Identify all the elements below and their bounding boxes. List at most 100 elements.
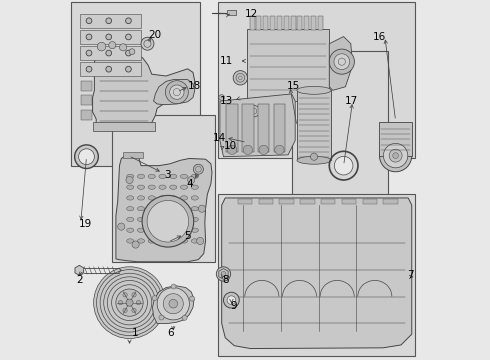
Ellipse shape	[126, 174, 134, 179]
Ellipse shape	[170, 228, 177, 232]
Circle shape	[94, 267, 166, 338]
Text: 19: 19	[79, 219, 92, 229]
Bar	[274, 104, 285, 152]
Circle shape	[125, 66, 131, 72]
Circle shape	[86, 34, 92, 40]
Circle shape	[123, 308, 127, 312]
Circle shape	[118, 223, 125, 230]
Bar	[363, 199, 377, 204]
Circle shape	[163, 294, 183, 314]
Ellipse shape	[180, 174, 188, 179]
Ellipse shape	[126, 207, 134, 211]
Ellipse shape	[137, 196, 145, 200]
Ellipse shape	[180, 239, 188, 243]
Circle shape	[86, 50, 92, 56]
Ellipse shape	[191, 174, 198, 179]
Polygon shape	[221, 198, 412, 348]
Text: 13: 13	[220, 96, 233, 106]
Circle shape	[248, 105, 260, 117]
Ellipse shape	[159, 228, 166, 232]
Ellipse shape	[191, 217, 198, 222]
Circle shape	[120, 44, 126, 51]
Circle shape	[182, 315, 187, 320]
Circle shape	[379, 139, 412, 172]
Bar	[263, 16, 269, 30]
Ellipse shape	[170, 217, 177, 222]
Circle shape	[311, 153, 318, 160]
Polygon shape	[329, 37, 353, 90]
Ellipse shape	[297, 156, 331, 164]
Circle shape	[194, 164, 203, 174]
Ellipse shape	[170, 239, 177, 243]
Circle shape	[106, 34, 112, 40]
Ellipse shape	[191, 207, 198, 211]
Bar	[259, 199, 273, 204]
Ellipse shape	[148, 196, 155, 200]
Bar	[80, 14, 141, 28]
Ellipse shape	[126, 217, 134, 222]
Ellipse shape	[180, 228, 188, 232]
Circle shape	[126, 299, 133, 306]
Ellipse shape	[180, 207, 188, 211]
Circle shape	[132, 293, 136, 297]
Circle shape	[198, 205, 205, 212]
Circle shape	[334, 156, 353, 175]
Circle shape	[216, 267, 231, 281]
Circle shape	[142, 195, 194, 247]
Polygon shape	[153, 80, 195, 105]
Bar	[218, 3, 416, 158]
Bar	[300, 199, 315, 204]
Ellipse shape	[159, 185, 166, 189]
Bar	[383, 199, 398, 204]
Bar	[258, 104, 270, 152]
Text: 5: 5	[184, 231, 191, 240]
Ellipse shape	[148, 217, 155, 222]
Text: 11: 11	[220, 56, 233, 66]
Bar	[123, 152, 143, 158]
Text: 10: 10	[223, 141, 237, 151]
Bar	[112, 116, 215, 262]
Bar	[277, 16, 282, 30]
Circle shape	[78, 149, 95, 165]
Bar	[304, 16, 309, 30]
Circle shape	[329, 49, 354, 74]
Circle shape	[159, 315, 164, 320]
Ellipse shape	[180, 196, 188, 200]
Bar	[93, 122, 155, 131]
Bar	[81, 110, 92, 120]
Polygon shape	[219, 269, 228, 279]
Circle shape	[171, 284, 176, 289]
Ellipse shape	[148, 239, 155, 243]
Circle shape	[125, 34, 131, 40]
Bar	[284, 16, 289, 30]
Circle shape	[152, 296, 157, 301]
Bar	[270, 16, 275, 30]
Ellipse shape	[126, 185, 134, 189]
Bar	[292, 51, 389, 196]
Text: 3: 3	[165, 170, 171, 180]
Ellipse shape	[137, 207, 145, 211]
Circle shape	[125, 50, 131, 56]
Ellipse shape	[159, 174, 166, 179]
Circle shape	[170, 85, 184, 99]
Bar	[291, 16, 295, 30]
Text: 8: 8	[222, 275, 229, 285]
Circle shape	[119, 301, 122, 305]
Circle shape	[86, 66, 92, 72]
Ellipse shape	[137, 217, 145, 222]
Text: 9: 9	[230, 301, 237, 311]
Circle shape	[219, 95, 224, 100]
Circle shape	[106, 66, 112, 72]
Bar	[81, 81, 92, 91]
Circle shape	[106, 50, 112, 56]
Bar	[238, 199, 252, 204]
Text: 15: 15	[287, 81, 300, 91]
Bar	[80, 30, 141, 44]
Circle shape	[169, 300, 177, 308]
Circle shape	[383, 143, 408, 168]
Circle shape	[334, 54, 350, 69]
Circle shape	[233, 71, 247, 85]
Ellipse shape	[126, 239, 134, 243]
Text: 14: 14	[213, 133, 226, 143]
Bar	[379, 122, 412, 156]
